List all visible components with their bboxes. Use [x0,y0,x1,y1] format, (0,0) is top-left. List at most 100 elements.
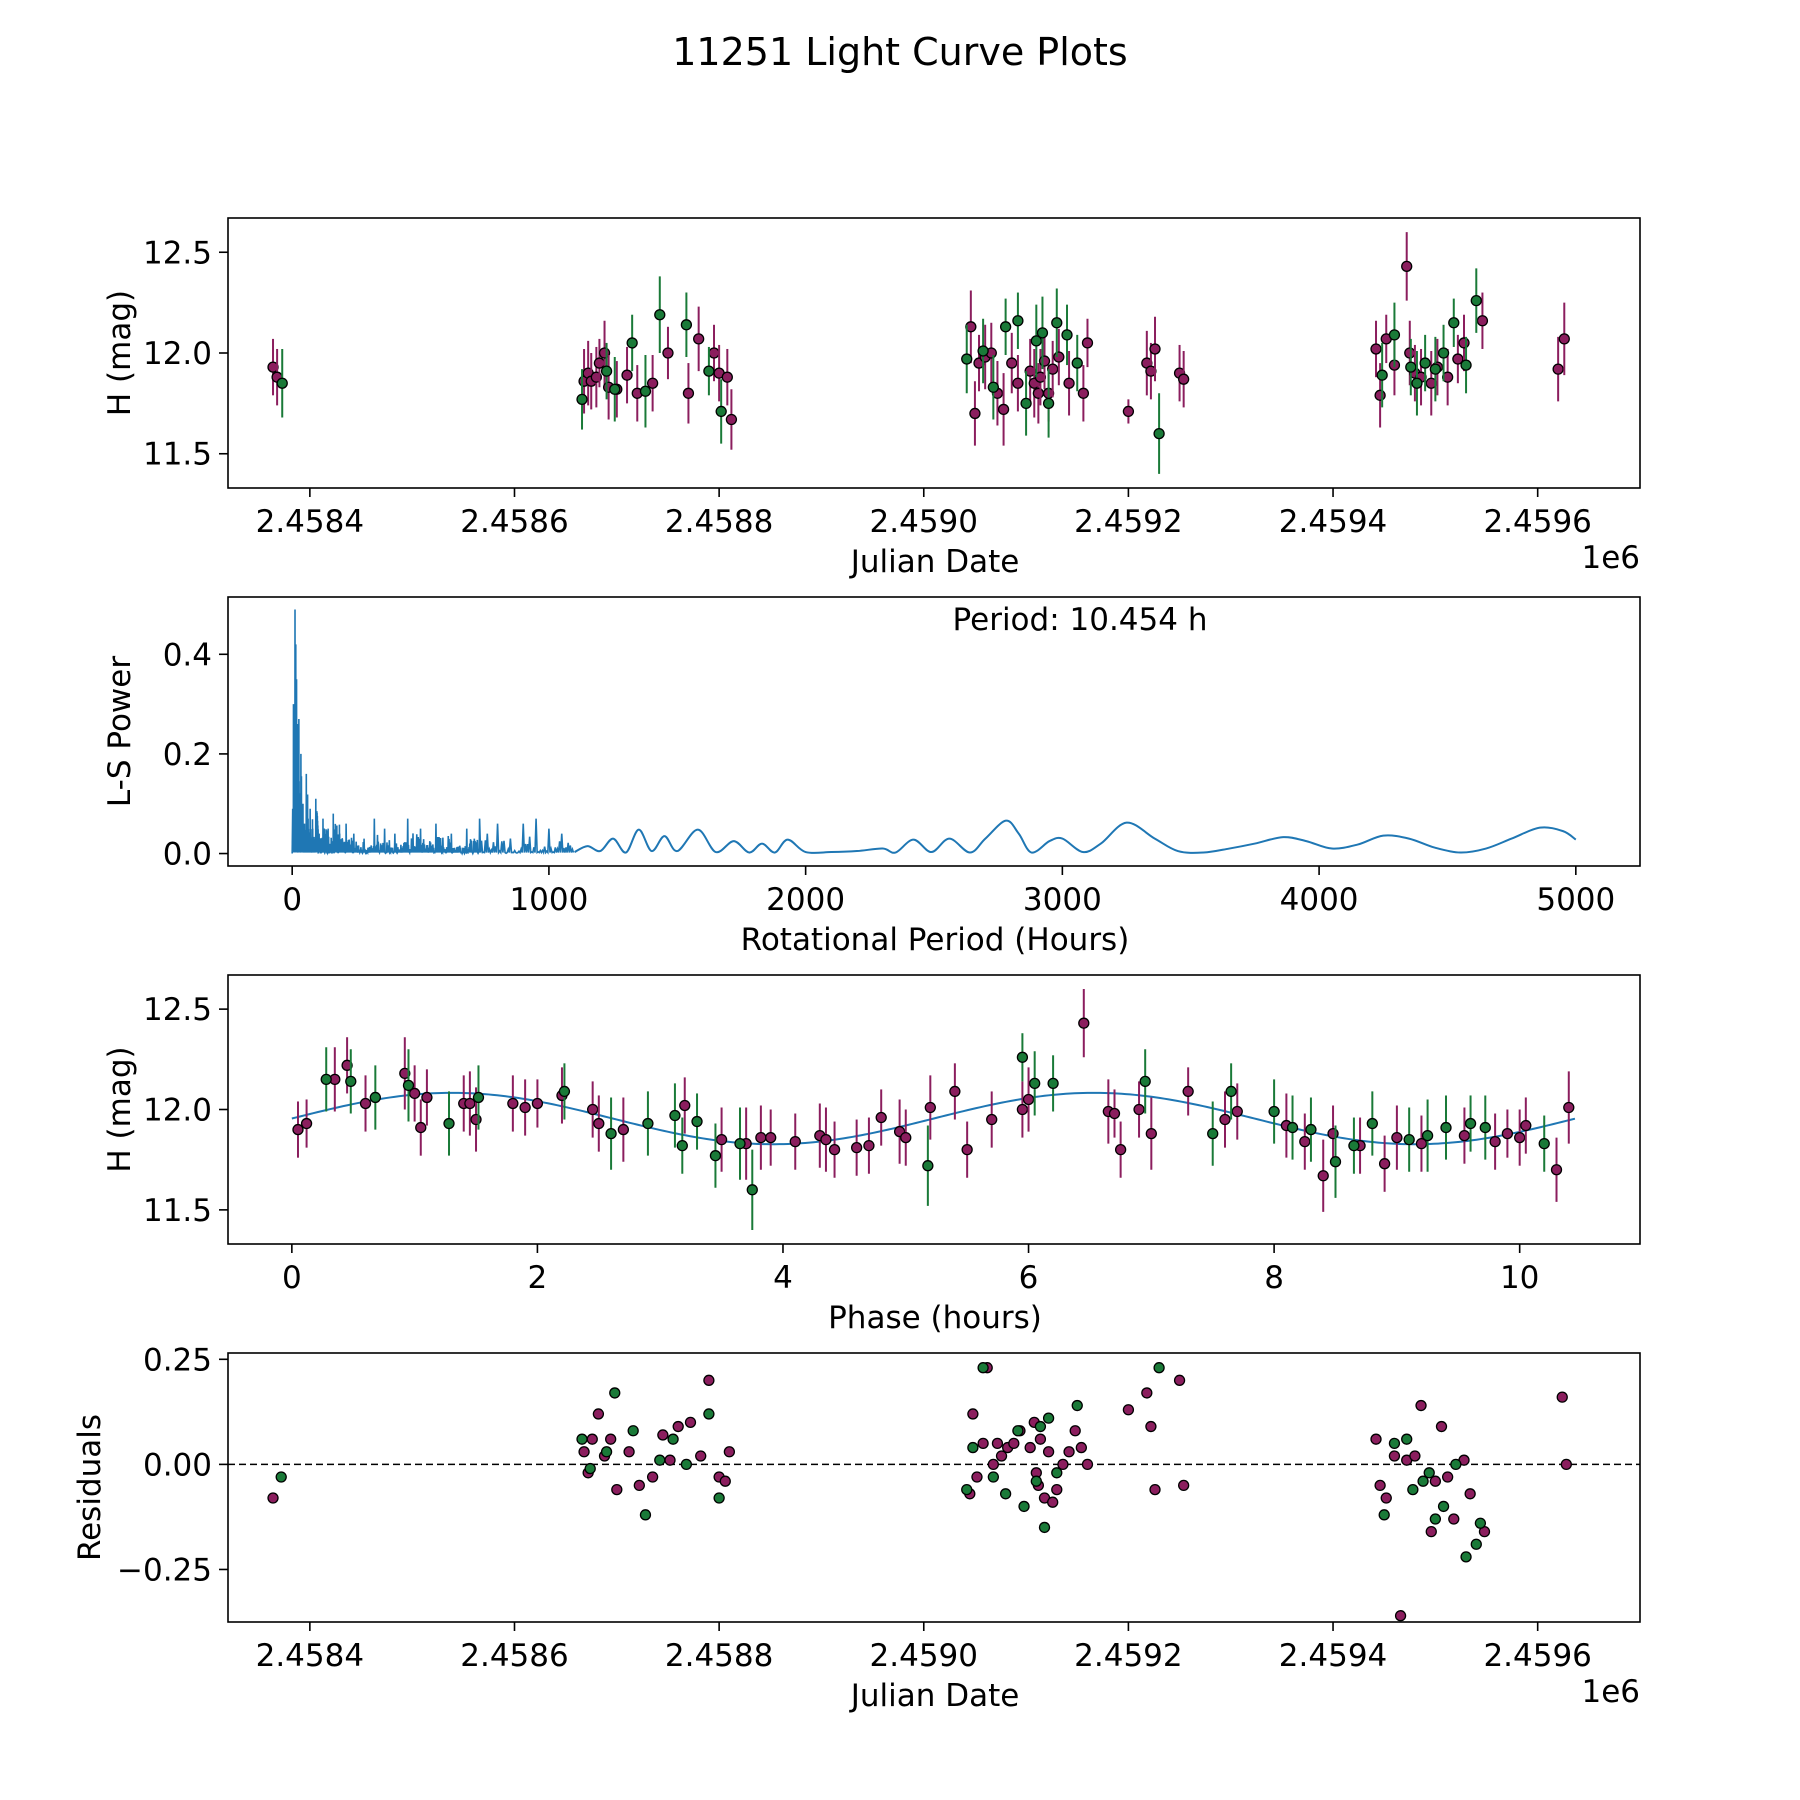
lightcurve-green-point [680,319,693,331]
residuals-magenta-point [611,1483,623,1496]
lightcurve-green-point [576,393,588,405]
periodogram-ytick-label: 0.2 [163,737,212,773]
residuals-green-point [713,1492,725,1504]
phased-magenta-point [415,1121,427,1134]
periodogram-series-power [291,609,1577,856]
residuals-green-point [1450,1458,1462,1471]
phased-green-point [369,1091,381,1104]
phased-magenta-point [1501,1127,1514,1140]
residuals-magenta-point [1441,1471,1454,1483]
lightcurve-green-point [1376,369,1388,381]
lightcurve-magenta-point [1006,357,1018,369]
residuals-green-point [999,1488,1012,1500]
phased-magenta-point [863,1139,875,1152]
phased-green-point [734,1137,746,1150]
phased-green-point [691,1115,703,1128]
residuals-magenta-point [684,1416,697,1429]
residuals-xtick-label: 2.4586 [460,1638,568,1674]
residuals-green-point [967,1441,979,1454]
lightcurve-magenta-point [708,347,720,359]
lightcurve-magenta-point [1452,353,1464,365]
phased-green-point [1207,1127,1219,1140]
lightcurve-green-point [1388,329,1401,341]
lightcurve-magenta-point [1077,387,1090,399]
residuals-magenta-point [267,1492,279,1504]
phased-ytick-label: 11.5 [143,1193,212,1229]
phased-green-point [709,1150,722,1162]
phased-magenta-point [875,1111,887,1124]
lightcurve-green-point [1042,397,1055,410]
lightcurve-magenta-point [682,387,695,399]
lightcurve-magenta-point [1032,387,1045,399]
phased-magenta-point [519,1101,531,1114]
residuals-magenta-point [586,1433,598,1445]
phased-magenta-point [587,1103,599,1116]
residuals-green-point [1018,1500,1030,1513]
lightcurve-green-point [1061,329,1073,341]
lightcurve-magenta-point [997,403,1010,416]
phased-plot-area [291,989,1576,1230]
lightcurve-green-point [626,337,638,349]
residuals-green-point [609,1387,621,1399]
lightcurve-xlabel: Julian Date [849,544,1020,580]
phased-magenta-point [1145,1127,1157,1140]
residuals-green-point [703,1408,715,1420]
periodogram-xtick-label: 1000 [509,882,588,918]
periodogram-plot-area [291,609,1577,856]
residuals-magenta-point [1008,1437,1020,1450]
residuals-magenta-point [1435,1420,1448,1433]
lightcurve-magenta-point [1149,343,1161,355]
lightcurve-magenta-point [1081,337,1094,349]
lightcurve-magenta-point [1476,315,1489,327]
residuals-green-point [584,1462,596,1475]
residuals-green-point [275,1471,287,1483]
residuals-xtick-label: 2.4590 [870,1638,978,1674]
residuals-magenta-point [1145,1420,1157,1433]
phased-green-point [1440,1121,1452,1134]
lightcurve-magenta-point [1178,373,1190,385]
residuals-ylabel: Residuals [72,1414,108,1561]
lightcurve-green-point [1419,357,1431,369]
phased-green-point [922,1160,934,1172]
periodogram-annotation: Period: 10.454 h [953,602,1208,638]
lightcurve-magenta-point [1038,355,1051,367]
lightcurve-magenta-point [621,369,633,381]
phased-xtick-label: 2 [528,1260,548,1296]
lightcurve-magenta-point [1558,333,1570,345]
phased-magenta-point [986,1113,998,1126]
residuals-magenta-point [1173,1374,1186,1386]
residuals-magenta-point [1047,1496,1059,1508]
phased-magenta-point [300,1117,313,1130]
residuals-magenta-point [1149,1483,1161,1496]
lightcurve-green-point [1036,327,1049,339]
phased-series-magenta [292,989,1575,1212]
residuals-magenta-point [1556,1391,1568,1403]
residuals-green-point [667,1433,679,1445]
residuals-magenta-point [1024,1441,1036,1454]
lightcurve-magenta-point [1053,351,1065,363]
residuals-magenta-point [1448,1513,1460,1525]
residuals-magenta-point [605,1433,617,1445]
phased-magenta-point [1016,1103,1029,1116]
periodogram-power-spikes [291,609,575,856]
periodogram-xtick-label: 2000 [766,882,845,918]
residuals-green-point [1378,1509,1390,1521]
lightcurve-magenta-point [1063,377,1075,389]
lightcurve-green-point [609,383,621,395]
phased-green-point [1538,1137,1550,1150]
phased-green-point [1016,1051,1029,1063]
lightcurve-magenta-point [1122,405,1135,418]
phased-magenta-point [1550,1164,1563,1176]
phased-green-point [746,1184,758,1196]
residuals-xtick-label: 2.4594 [1279,1638,1387,1674]
phased-magenta-point [715,1133,728,1146]
residuals-magenta-point [578,1446,590,1458]
phased-xtick-label: 0 [282,1260,302,1296]
phased-ytick-label: 12.0 [143,1093,212,1129]
phased-magenta-point [421,1091,433,1104]
residuals-magenta-point [657,1429,669,1441]
phased-magenta-point [755,1131,767,1144]
residuals-magenta-point [695,1450,707,1462]
